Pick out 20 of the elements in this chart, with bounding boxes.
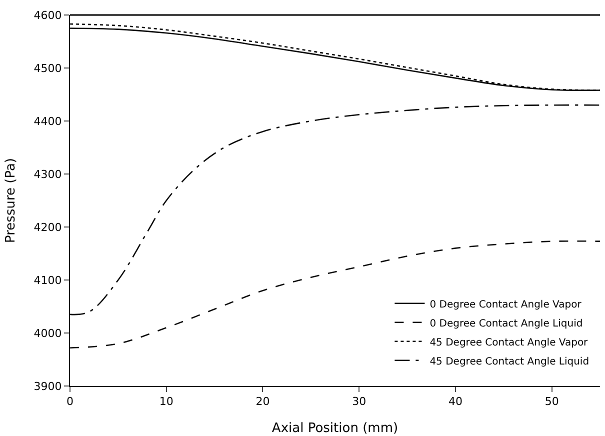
legend-label: 0 Degree Contact Angle Liquid [430,318,583,330]
x-tick-label: 30 [352,395,366,408]
x-tick-label: 10 [159,395,174,408]
y-tick-label: 4000 [34,326,62,340]
y-axis-title: Pressure (Pa) [4,158,19,244]
x-axis-title: Axial Position (mm) [272,420,398,436]
x-tick-label: 20 [256,395,270,408]
y-tick-label: 4500 [34,62,62,75]
y-tick-label: 4200 [34,220,62,234]
x-tick-label: 40 [448,395,462,408]
y-tick-label: 4600 [34,8,62,22]
x-tick-label: 50 [544,395,559,408]
legend-label: 0 Degree Contact Angle Vapor [430,299,582,310]
legend-label: 45 Degree Contact Angle Vapor [430,337,589,348]
y-tick-label: 4300 [34,168,62,181]
y-tick-label: 4100 [34,274,62,287]
legend-label: 45 Degree Contact Angle Liquid [430,356,590,368]
y-tick-label: 4400 [34,114,62,128]
y-tick-label: 3900 [34,380,62,393]
x-tick-label: 0 [66,395,74,408]
